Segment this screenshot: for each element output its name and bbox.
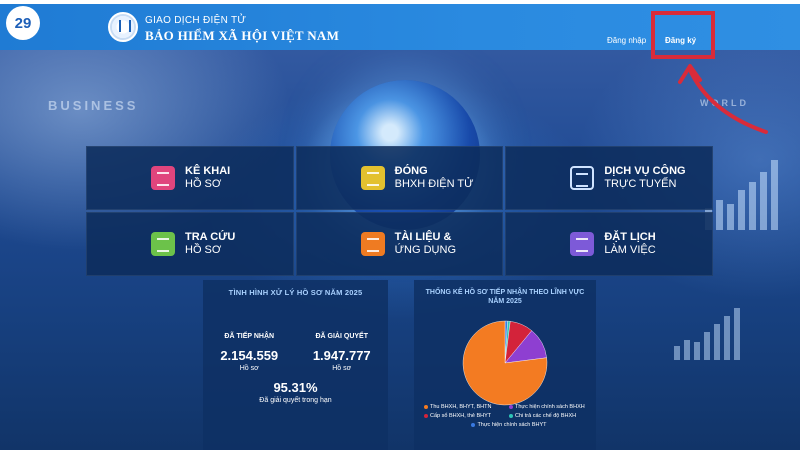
bhxh-logo-icon[interactable] (108, 12, 138, 42)
book-play-icon (360, 232, 385, 256)
annotation-arrow-icon (678, 64, 768, 134)
legend-label: Thực hiện chính sách BHXH (515, 404, 585, 410)
register-link[interactable]: Đăng ký (665, 36, 697, 45)
pie-title: THỐNG KÊ HỒ SƠ TIẾP NHẬN THEO LĨNH VỰC N… (425, 289, 585, 306)
document-edit-icon (151, 166, 175, 190)
service-subtitle: LÀM VIỆC (604, 244, 656, 256)
background-bar-graphic-2 (674, 300, 740, 360)
top-header: GIAO DỊCH ĐIỆN TỬ BẢO HIỂM XÃ HỘI VIỆT N… (0, 0, 800, 50)
service-grid: KÊ KHAI HỒ SƠ ĐÓNG BHXH ĐIỆN TỬ DỊCH VỤ CÔ… (86, 146, 713, 276)
background-world-text: WORLD (700, 98, 749, 108)
on-time-label: Đã giải quyết trong hạn (259, 397, 332, 404)
legend-label: Thu BHXH, BHYT, BHTN (430, 404, 492, 410)
service-title: TÀI LIỆU & (394, 231, 452, 244)
received-value: 2.154.559 (220, 348, 279, 363)
field-stats-panel: THỐNG KÊ HỒ SƠ TIẾP NHẬN THEO LĨNH VỰC N… (414, 280, 596, 450)
service-title: KÊ KHAI (185, 165, 231, 178)
received-label: ĐÃ TIẾP NHẬN (224, 333, 275, 340)
legend-swatch (424, 414, 428, 418)
register-highlight-box (651, 11, 715, 59)
service-tile-dat-lich[interactable]: ĐẶT LỊCH LÀM VIỆC (505, 212, 713, 276)
legend-entry[interactable]: Chi trả các chế độ BHXH (509, 413, 594, 419)
globe-icon (570, 166, 595, 190)
background-business-text: BUSINESS (48, 98, 139, 113)
service-subtitle: HỒ SƠ (185, 244, 222, 256)
resolved-label: ĐÃ GIẢI QUYẾT (315, 333, 368, 340)
legend-swatch (471, 423, 476, 427)
pie-slice[interactable] (462, 320, 548, 406)
legend-entry[interactable]: Cấp sổ BHXH, thẻ BHYT (424, 413, 509, 419)
legend-swatch (509, 414, 513, 418)
legend-label: Chi trả các chế độ BHXH (515, 413, 577, 419)
pie-legend: Thu BHXH, BHYT, BHTN Thực hiện chính sách… (424, 404, 594, 428)
legend-entry[interactable]: Thực hiện chính sách BHYT (424, 422, 594, 428)
legend-entry[interactable]: Thực hiện chính sách BHXH (509, 404, 594, 410)
service-subtitle: TRỰC TUYẾN (604, 178, 677, 190)
legend-label: Cấp sổ BHXH, thẻ BHYT (430, 413, 492, 419)
service-tile-tra-cuu[interactable]: TRA CỨU HỒ SƠ (86, 212, 294, 276)
service-tile-ke-khai[interactable]: KÊ KHAI HỒ SƠ (86, 146, 294, 210)
calendar-icon (570, 232, 595, 256)
service-title: DỊCH VỤ CÔNG (604, 165, 686, 178)
processing-stats-panel: TÌNH HÌNH XỬ LÝ HỒ SƠ NĂM 2025 ĐÃ TIẾP N… (203, 280, 388, 450)
service-subtitle: ỨNG DỤNG (394, 244, 456, 256)
on-time-percent: 95.31% (273, 380, 318, 395)
pie-chart (462, 320, 548, 406)
brand-subtitle: GIAO DỊCH ĐIỆN TỬ (145, 15, 247, 26)
legend-entry[interactable]: Thu BHXH, BHYT, BHTN (424, 404, 509, 410)
received-unit: Hồ sơ (239, 365, 259, 372)
service-tile-dong-bhxh[interactable]: ĐÓNG BHXH ĐIỆN TỬ (295, 146, 504, 210)
background-bar-graphic (705, 150, 778, 230)
legend-label: Thực hiện chính sách BHYT (477, 422, 547, 428)
legend-swatch (509, 405, 513, 409)
service-subtitle: BHXH ĐIỆN TỬ (394, 178, 474, 190)
service-title: ĐẶT LỊCH (604, 231, 656, 244)
service-tile-tai-lieu[interactable]: TÀI LIỆU & ỨNG DỤNG (295, 212, 504, 276)
site-logo-badge: 29 (6, 6, 40, 40)
legend-swatch (424, 405, 428, 409)
resolved-value: 1.947.777 (312, 348, 371, 363)
login-link[interactable]: Đăng nhập (607, 36, 647, 45)
resolved-unit: Hồ sơ (332, 365, 352, 372)
payment-icon (360, 166, 385, 190)
brand-title[interactable]: BẢO HIỂM XÃ HỘI VIỆT NAM (145, 28, 340, 43)
service-title: TRA CỨU (185, 231, 236, 244)
monitor-search-icon (151, 232, 175, 256)
service-title: ĐÓNG (394, 165, 428, 178)
stats-title: TÌNH HÌNH XỬ LÝ HỒ SƠ NĂM 2025 (228, 288, 363, 297)
service-subtitle: HỒ SƠ (185, 178, 222, 190)
service-tile-dich-vu-cong[interactable]: DỊCH VỤ CÔNG TRỰC TUYẾN (505, 146, 713, 210)
